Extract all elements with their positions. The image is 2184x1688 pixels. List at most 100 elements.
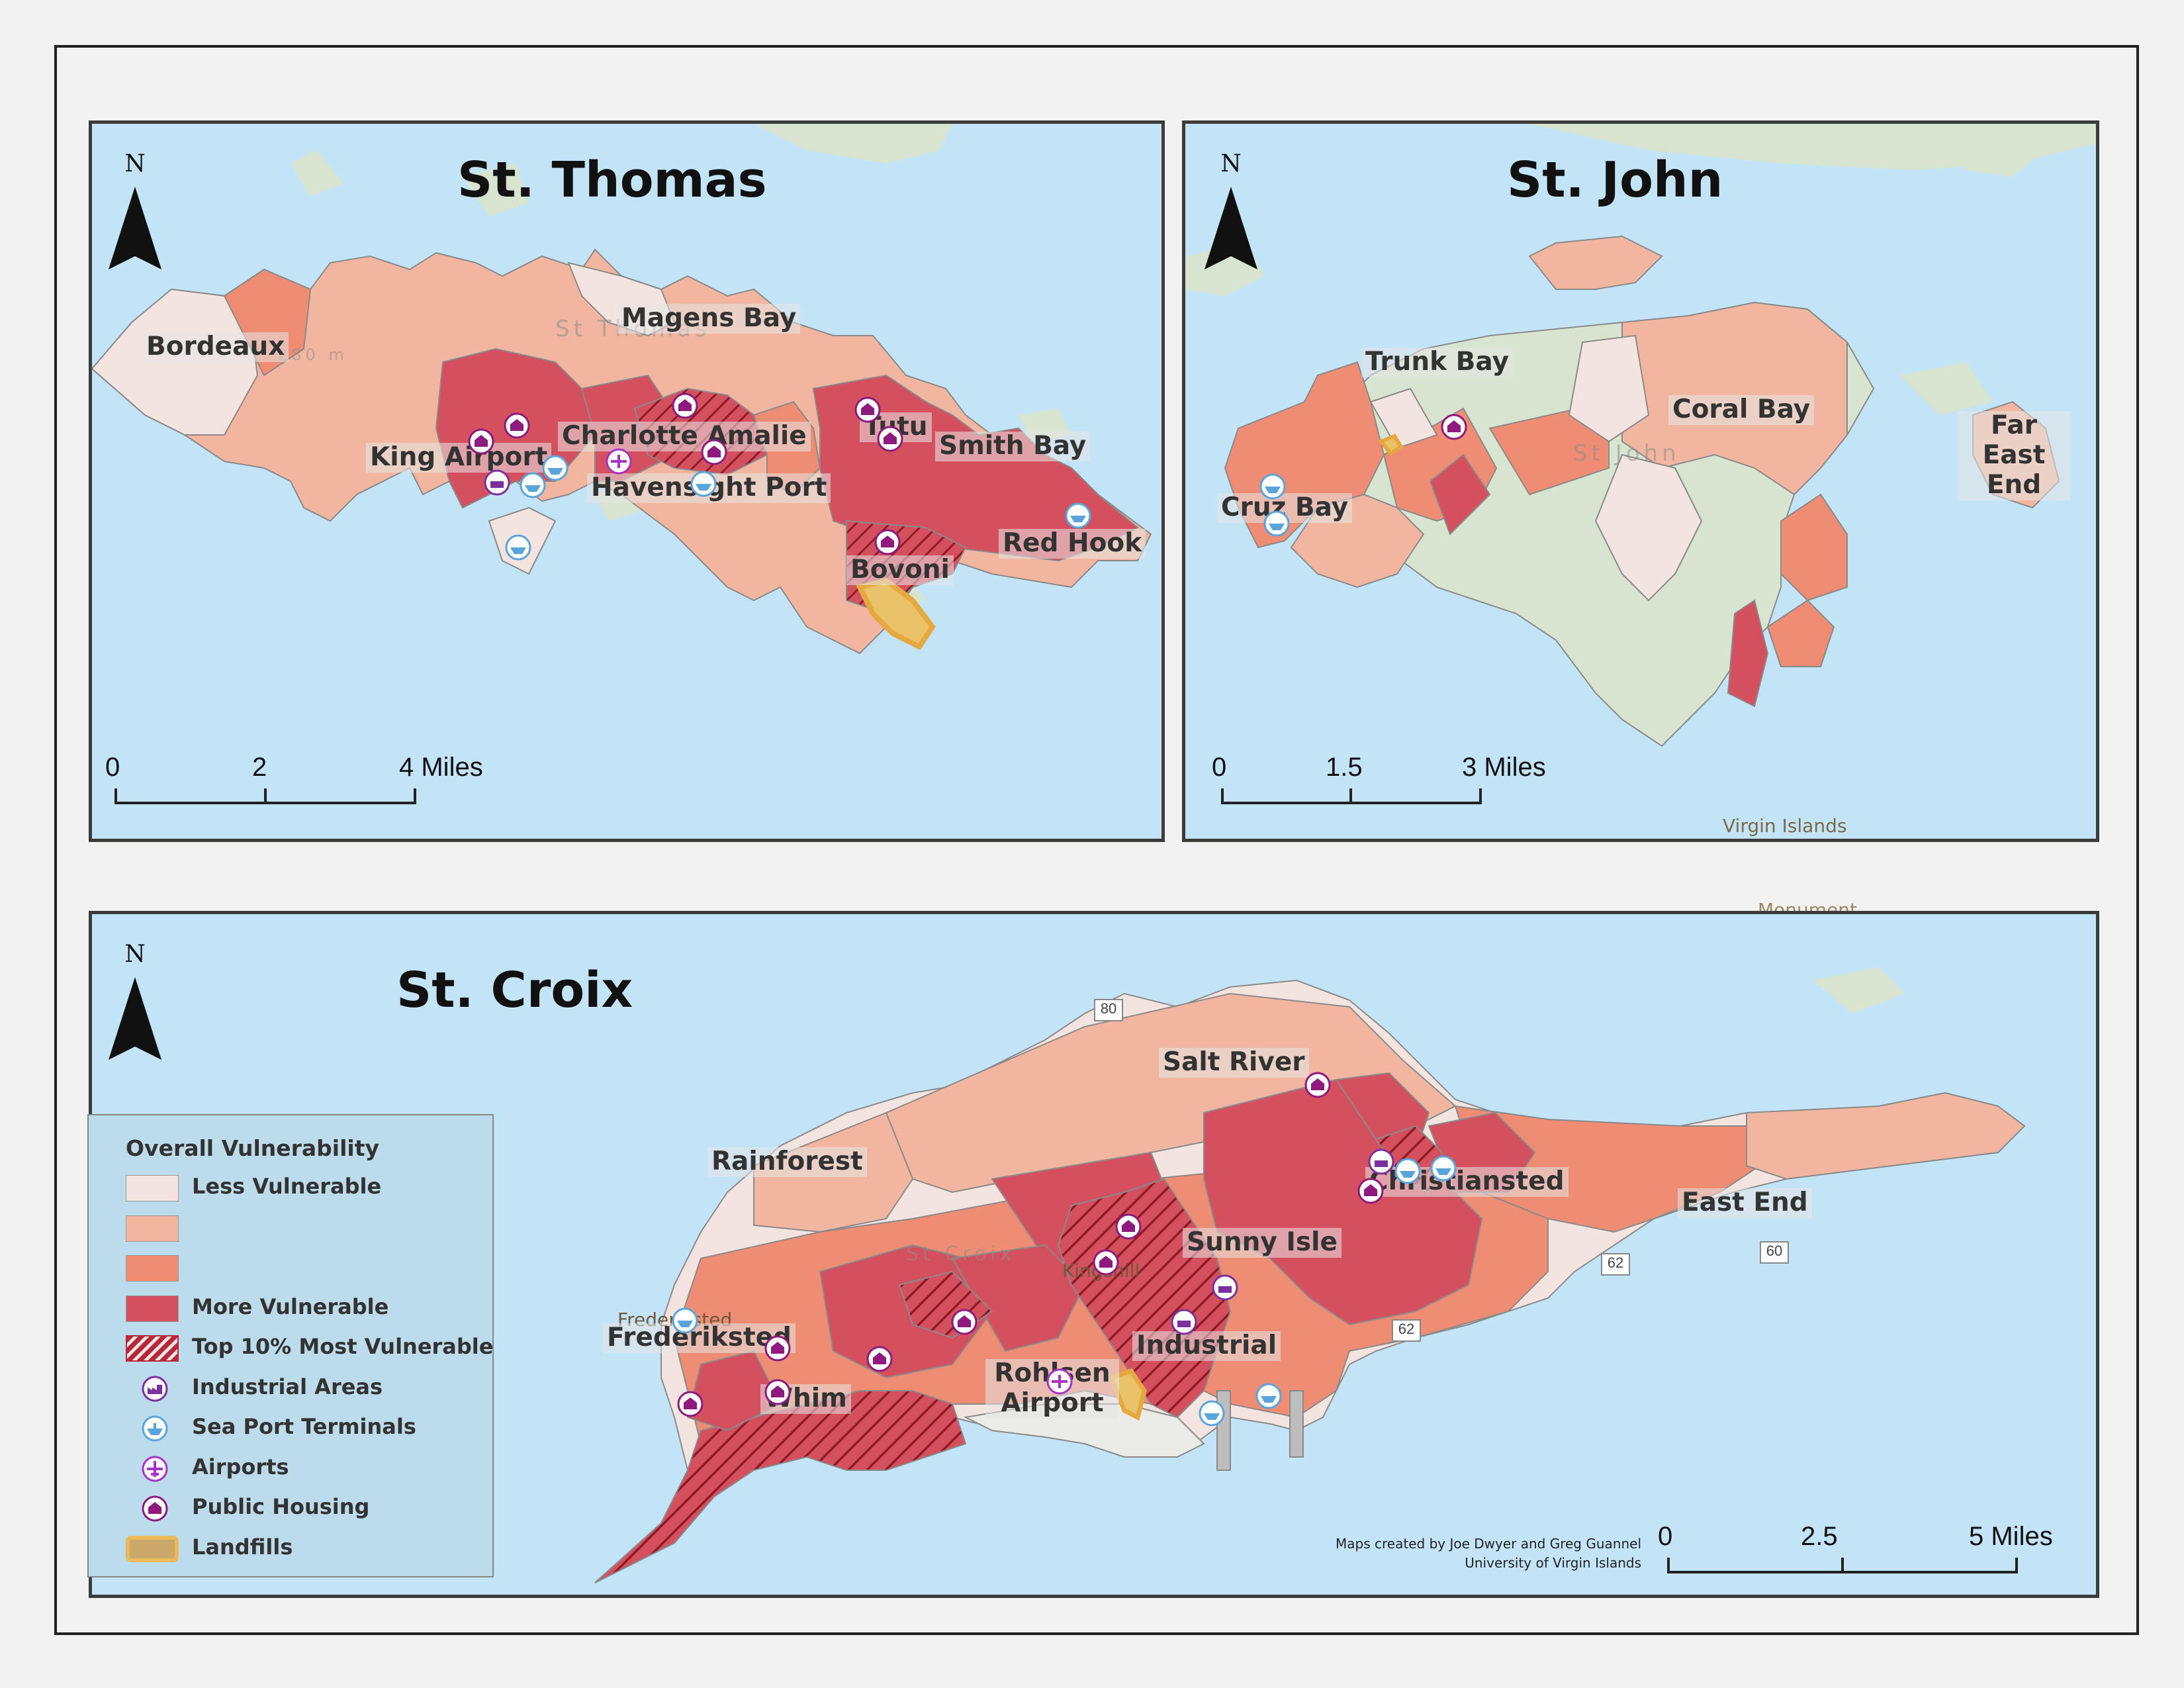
legend-item: Public Housing: [126, 1491, 483, 1523]
basemap-label: St Croix: [906, 1243, 1016, 1266]
legend-swatch: [126, 1175, 179, 1201]
legend-swatch: [126, 1295, 179, 1322]
scale-tick: [1841, 1558, 1844, 1573]
north-arrow: N: [105, 150, 165, 269]
scale-label: 0: [105, 753, 120, 782]
map-title: St. John: [1507, 152, 1723, 209]
background-island: [463, 164, 529, 216]
tract-less: [1594, 453, 1703, 602]
legend-item: Airports: [126, 1452, 483, 1483]
basemap-label: Virgin Islands: [1723, 815, 1847, 837]
tract-top10: [594, 1390, 967, 1583]
background-island: [1529, 124, 2096, 170]
place-label: Rainforest: [707, 1147, 867, 1177]
st-john-map: St John St. John N Trunk Bay Coral Bay F…: [1182, 120, 2099, 842]
st-thomas-map: St Thomas 280 m St. Thomas N Bordeaux Ma…: [89, 120, 1165, 842]
tract-mid: [223, 268, 312, 377]
north-arrow-icon: [109, 187, 161, 269]
tract-high: [1429, 453, 1491, 536]
pier: [1289, 1390, 1304, 1458]
scale-label: 2: [252, 753, 267, 782]
place-label: Tutu: [860, 412, 932, 442]
tract-less: [1568, 334, 1650, 443]
credit-line: Maps created by Joe Dwyer and Greg Guann…: [1336, 1536, 1641, 1552]
hassel-island: [488, 506, 557, 575]
place-label: Smith Bay: [935, 431, 1091, 461]
scale-bar: 0 2 4 Miles: [105, 753, 483, 812]
place-label: Whim: [760, 1383, 851, 1414]
place-label: Red Hook: [999, 528, 1146, 559]
place-label: Frederiksted: [603, 1323, 796, 1353]
scale-tick: [1349, 788, 1352, 804]
legend: Overall Vulnerability Less Vulnerable Mor…: [87, 1114, 494, 1577]
place-label: Far East End: [1957, 410, 2071, 500]
scale-label: 5 Miles: [1969, 1522, 2053, 1551]
place-label: Industrial: [1132, 1331, 1281, 1361]
scale-bar: 0 2.5 5 Miles: [1658, 1522, 2062, 1581]
legend-swatch: [126, 1535, 179, 1562]
place-label: Bordeaux: [142, 332, 289, 362]
north-arrow-icon: [1205, 187, 1257, 269]
legend-label: Less Vulnerable: [192, 1174, 382, 1199]
background-island: [1813, 967, 1905, 1013]
map-title: St. Thomas: [457, 152, 767, 209]
place-label: Cruz Bay: [1217, 492, 1353, 523]
scale-label: 1.5: [1326, 753, 1363, 782]
scale-label: 3 Miles: [1462, 753, 1546, 782]
legend-label: Sea Port Terminals: [192, 1414, 416, 1439]
place-label: King Airport: [366, 442, 552, 473]
scale-tick: [264, 788, 267, 804]
legend-item: Sea Port Terminals: [126, 1411, 483, 1443]
place-label: Rohlsen Airport: [985, 1358, 1119, 1419]
legend-label: Public Housing: [192, 1494, 370, 1519]
scale-label: 0: [1658, 1522, 1673, 1551]
background-island: [754, 124, 952, 164]
place-label: Magens Bay: [617, 303, 801, 334]
map-credit: Maps created by Joe Dwyer and Greg Guann…: [1271, 1534, 1641, 1573]
legend-swatch: [126, 1255, 179, 1282]
legend-title: Overall Vulnerability: [126, 1135, 380, 1161]
north-label: N: [124, 150, 146, 177]
tract-mid: [1488, 400, 1610, 496]
map-title: St. Croix: [396, 962, 633, 1019]
scale-label: 0: [1212, 753, 1227, 782]
background-island: [291, 150, 343, 197]
ship-icon: [142, 1415, 168, 1442]
legend-label: Top 10% Most Vulnerable: [192, 1334, 494, 1359]
road-shield: 60: [1760, 1241, 1789, 1264]
legend-label: Airports: [192, 1454, 289, 1479]
scale-label: 4 Miles: [399, 753, 483, 782]
place-label: Havensight Port: [587, 473, 831, 503]
background-island: [1946, 124, 2046, 177]
legend-item: More Vulnerable: [126, 1291, 483, 1323]
north-label: N: [124, 941, 146, 968]
tract-high: [951, 1244, 1086, 1352]
place-label: East End: [1678, 1188, 1812, 1218]
place-label: Charlotte Amalie: [558, 421, 811, 451]
north-label: N: [1220, 150, 1242, 177]
tract-low: [1528, 235, 1663, 290]
legend-label: Industrial Areas: [192, 1374, 383, 1399]
legend-swatch: [126, 1335, 179, 1362]
pier: [1216, 1390, 1231, 1471]
industrial-icon: [142, 1376, 168, 1401]
road-shield: 62: [1392, 1319, 1421, 1342]
north-arrow-icon: [109, 977, 161, 1060]
legend-swatch: [126, 1215, 179, 1242]
tract-mid: [1766, 599, 1835, 667]
landfill: [1108, 1368, 1147, 1421]
legend-item: Less Vulnerable: [126, 1171, 483, 1203]
scale-label: 2.5: [1801, 1522, 1838, 1551]
place-label: Christiansted: [1365, 1166, 1569, 1197]
basemap-label: St John: [1573, 440, 1680, 467]
basemap-label: Kingshill: [1062, 1260, 1140, 1282]
road-shield: 80: [1094, 999, 1123, 1021]
place-label: Bovoni: [846, 555, 954, 585]
scale-bar: 0 1.5 3 Miles: [1212, 753, 1546, 812]
place-label: Salt River: [1159, 1047, 1309, 1078]
background-island: [1900, 362, 1993, 415]
legend-label: More Vulnerable: [192, 1293, 389, 1319]
legend-item: Industrial Areas: [126, 1372, 483, 1403]
legend-item: Top 10% Most Vulnerable: [126, 1331, 493, 1363]
north-arrow: N: [1201, 150, 1261, 269]
